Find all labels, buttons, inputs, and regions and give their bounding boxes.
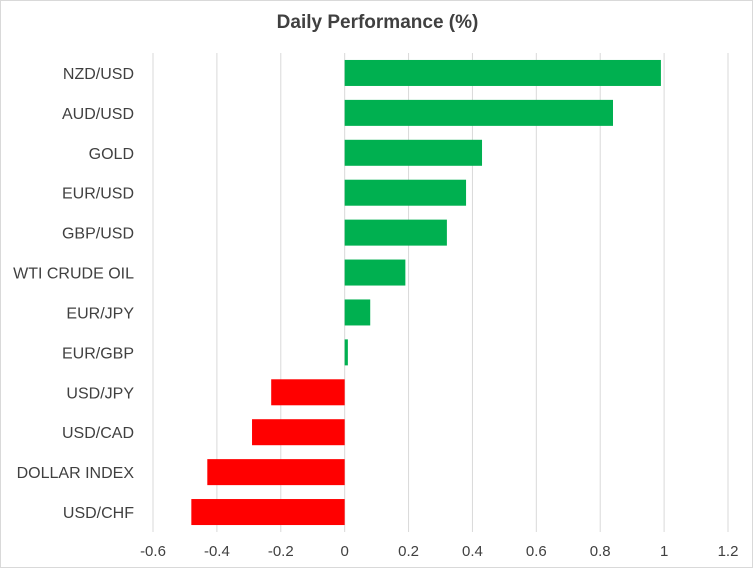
bar (344, 99, 613, 126)
category-label: AUD/USD (62, 106, 134, 123)
bar (344, 339, 348, 366)
chart-title: Daily Performance (%) (276, 12, 479, 33)
category-label: USD/JPY (66, 385, 134, 402)
x-tick-label: -0.2 (268, 543, 294, 560)
bar (191, 499, 345, 526)
x-tick-label: 1 (660, 543, 668, 560)
bar (344, 219, 447, 246)
x-tick-label: 0 (340, 543, 348, 560)
bars (191, 59, 661, 526)
bar (207, 459, 345, 486)
x-tick-label: 0.6 (526, 543, 547, 560)
category-label: USD/CHF (63, 505, 134, 522)
category-label: EUR/JPY (66, 305, 134, 322)
category-label: DOLLAR INDEX (17, 465, 135, 482)
x-tick-label: -0.4 (204, 543, 230, 560)
gridlines (152, 53, 729, 532)
bar (344, 179, 467, 206)
category-labels: NZD/USD AUD/USD GOLD EUR/USD GBP/USD WTI CRUD… (13, 66, 134, 522)
bar (252, 419, 345, 446)
category-label: GBP/USD (62, 226, 134, 243)
category-label: GOLD (89, 146, 134, 163)
category-label: USD/CAD (62, 425, 134, 442)
x-tick-label: 0.4 (462, 543, 483, 560)
x-tick-labels: -0.6 -0.4 -0.2 0 0.2 0.4 0.6 0.8 1 1.2 (140, 543, 738, 560)
x-tick-label: 0.8 (590, 543, 611, 560)
category-label: EUR/USD (62, 186, 134, 203)
bar (271, 379, 345, 406)
bar (344, 259, 406, 286)
bar (344, 59, 661, 86)
x-tick-label: 0.2 (398, 543, 419, 560)
category-label: WTI CRUDE OIL (13, 266, 134, 283)
category-label: NZD/USD (63, 66, 134, 83)
x-tick-label: -0.6 (140, 543, 166, 560)
bar (344, 139, 483, 166)
category-label: EUR/GBP (62, 345, 134, 362)
bar (344, 299, 371, 326)
x-tick-label: 1.2 (718, 543, 739, 560)
